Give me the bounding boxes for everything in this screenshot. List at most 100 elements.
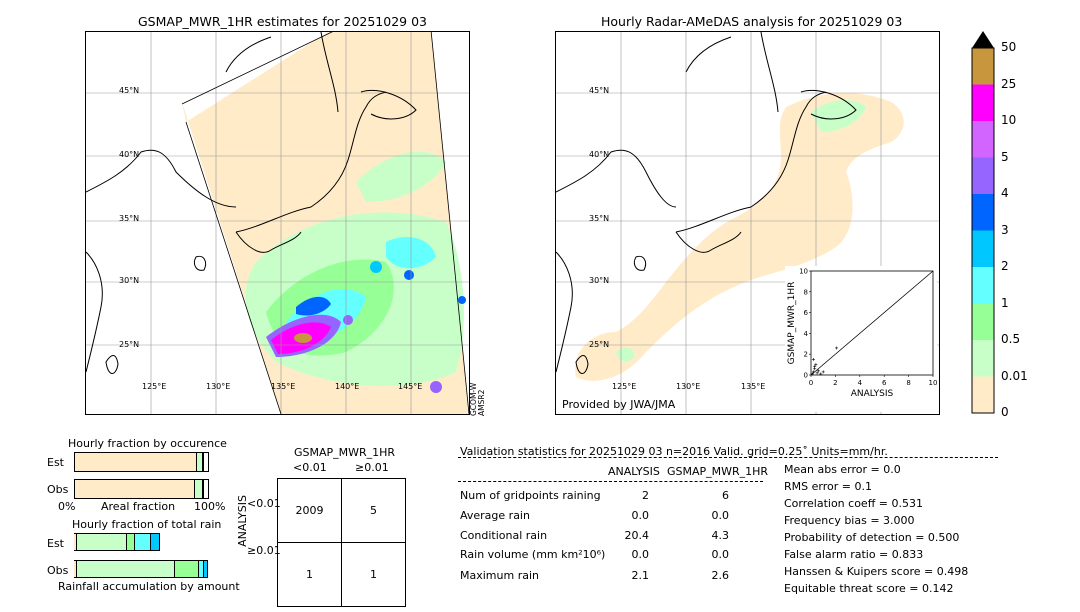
- validation-analysis-value: 2: [642, 489, 649, 502]
- left-lon-label: 135°E: [271, 382, 296, 391]
- left-lon-label: 140°E: [335, 382, 360, 391]
- validation-divider: [458, 457, 998, 458]
- score-line: Probability of detection = 0.500: [784, 531, 960, 544]
- contingency-cell: 1: [341, 542, 406, 607]
- scatter-point: [819, 372, 823, 376]
- validation-row-label: Maximum rain: [460, 569, 539, 582]
- right-lon-label: 130°E: [676, 382, 701, 391]
- contingency-col-header: ≥0.01: [355, 461, 389, 474]
- bar-segment: [202, 480, 204, 498]
- right-map-graphic: [556, 32, 939, 414]
- colorbar-segment: [972, 376, 994, 413]
- scatter-ytick-label: 10: [799, 268, 808, 276]
- validation-row-label: Num of gridpoints raining: [460, 489, 601, 502]
- validation-analysis-value: 2.1: [631, 569, 650, 582]
- scatter-ylabel: GSMAP_MWR_1HR: [787, 282, 797, 365]
- scatter-point: [811, 357, 815, 361]
- bar-segment: [135, 533, 152, 551]
- colorbar-tick-label: 2: [1001, 259, 1009, 273]
- colorbar-tick-label: 10: [1001, 113, 1017, 127]
- colorbar-segment: [972, 121, 994, 158]
- colorbar-segment: [972, 48, 994, 85]
- scatter-ytick-label: 4: [804, 330, 809, 338]
- left-lat-label: 40°N: [119, 150, 140, 159]
- validation-row-label: Rain volume (mm km²10⁶): [460, 548, 606, 561]
- colorbar-graphic: [971, 31, 995, 414]
- bar-segment: [75, 453, 198, 471]
- score-line: Correlation coeff = 0.531: [784, 497, 923, 510]
- bar-segment: [127, 533, 136, 551]
- totalrain-xlabel: Rainfall accumulation by amount: [58, 580, 240, 593]
- scatter-point: [814, 363, 818, 367]
- validation-col-analysis: ANALYSIS: [608, 465, 660, 478]
- left-lon-label: 130°E: [206, 382, 231, 391]
- score-line: False alarm ratio = 0.833: [784, 548, 924, 561]
- colorbar-segment: [972, 157, 994, 194]
- colorbar-tick-label: 0.5: [1001, 332, 1021, 346]
- scatter-point: [821, 370, 825, 374]
- scatter-xtick-label: 10: [929, 379, 937, 387]
- right-map-panel: 45°N 40°N 35°N 30°N 25°N 125°E 130°E 135…: [555, 31, 940, 415]
- score-line: RMS error = 0.1: [784, 480, 872, 493]
- right-lon-label: 135°E: [741, 382, 766, 391]
- totalrain-title: Hourly fraction of total rain: [72, 518, 222, 531]
- colorbar-tick-label: 1: [1001, 295, 1009, 310]
- colorbar-tick-label: 4: [1001, 186, 1009, 200]
- left-map-panel: 45°N 40°N 35°N 30°N 25°N 125°E 130°E 135…: [85, 31, 470, 415]
- bar-segment: [76, 560, 176, 578]
- bar-segment: [74, 533, 77, 551]
- colorbar-tick-label: 0: [1001, 405, 1009, 419]
- validation-gsmap-value: 6: [722, 489, 729, 502]
- colorbar: [971, 30, 995, 415]
- bar-segment: [199, 560, 205, 578]
- colorbar-segment: [972, 340, 994, 377]
- colorbar-segment: [972, 230, 994, 267]
- scatter-ytick-label: 6: [804, 309, 809, 317]
- occurrence-row-label: Est: [47, 456, 64, 469]
- sensor-label: GCOM-W AMSR2: [469, 382, 486, 416]
- bar-segment: [151, 533, 161, 551]
- colorbar-segment: [972, 84, 994, 121]
- right-map-title: Hourly Radar-AMeDAS analysis for 2025102…: [601, 14, 903, 29]
- left-lat-label: 25°N: [119, 340, 140, 349]
- validation-row-label: Average rain: [460, 509, 530, 522]
- scatter-inset: 0 2 4 6 8 10 0 2 4 6 8 10 ANALYSIS GSMAP_MWR_1HR: [785, 266, 937, 412]
- right-lat-label: 25°N: [589, 340, 610, 349]
- colorbar-segment: [972, 303, 994, 340]
- scatter-point: [813, 365, 817, 369]
- occurrence-tick-label: 0%: [58, 500, 76, 513]
- bar-segment: [76, 533, 128, 551]
- validation-header: Validation statistics for 20251029 03 n=…: [460, 445, 888, 458]
- contingency-cell: 5: [341, 478, 406, 543]
- totalrain-row-label: Est: [47, 537, 64, 550]
- scatter-point: [810, 372, 814, 376]
- totalrain-row-label: Obs: [47, 564, 69, 577]
- validation-analysis-value: 0.0: [631, 509, 650, 522]
- validation-analysis-value: 0.0: [631, 548, 650, 561]
- validation-analysis-value: 20.4: [624, 529, 650, 542]
- colorbar-tick-label: 5: [1001, 149, 1009, 164]
- left-lon-label: 145°E: [398, 382, 423, 391]
- occurrence-row-label: Obs: [47, 483, 69, 496]
- scatter-xtick-label: 2: [833, 379, 837, 387]
- left-map-graphic: [86, 32, 469, 414]
- right-lat-label: 35°N: [589, 214, 610, 223]
- right-lat-label: 45°N: [589, 86, 610, 95]
- colorbar-outline: [971, 47, 995, 414]
- contingency-cell: 2009: [277, 478, 342, 543]
- left-map-title: GSMAP_MWR_1HR estimates for 20251029 03: [138, 14, 427, 29]
- contingency-table: 2009 5 1 1: [277, 478, 406, 607]
- colorbar-segment: [972, 267, 994, 304]
- right-lon-label: 125°E: [612, 382, 637, 391]
- scatter-xtick-label: 4: [858, 379, 863, 387]
- score-line: Hanssen & Kuipers score = 0.498: [784, 565, 969, 578]
- contingency-row-header: <0.01: [247, 497, 281, 510]
- occurrence-tick-label: 100%: [194, 500, 226, 513]
- occurrence-title: Hourly fraction by occurence: [68, 437, 227, 450]
- left-lat-label: 45°N: [119, 86, 140, 95]
- bar-segment: [202, 453, 204, 471]
- validation-gsmap-value: 4.3: [711, 529, 730, 542]
- occurrence-bar-obs: [74, 479, 209, 499]
- right-lat-label: 40°N: [589, 150, 610, 159]
- scatter-point: [816, 369, 820, 373]
